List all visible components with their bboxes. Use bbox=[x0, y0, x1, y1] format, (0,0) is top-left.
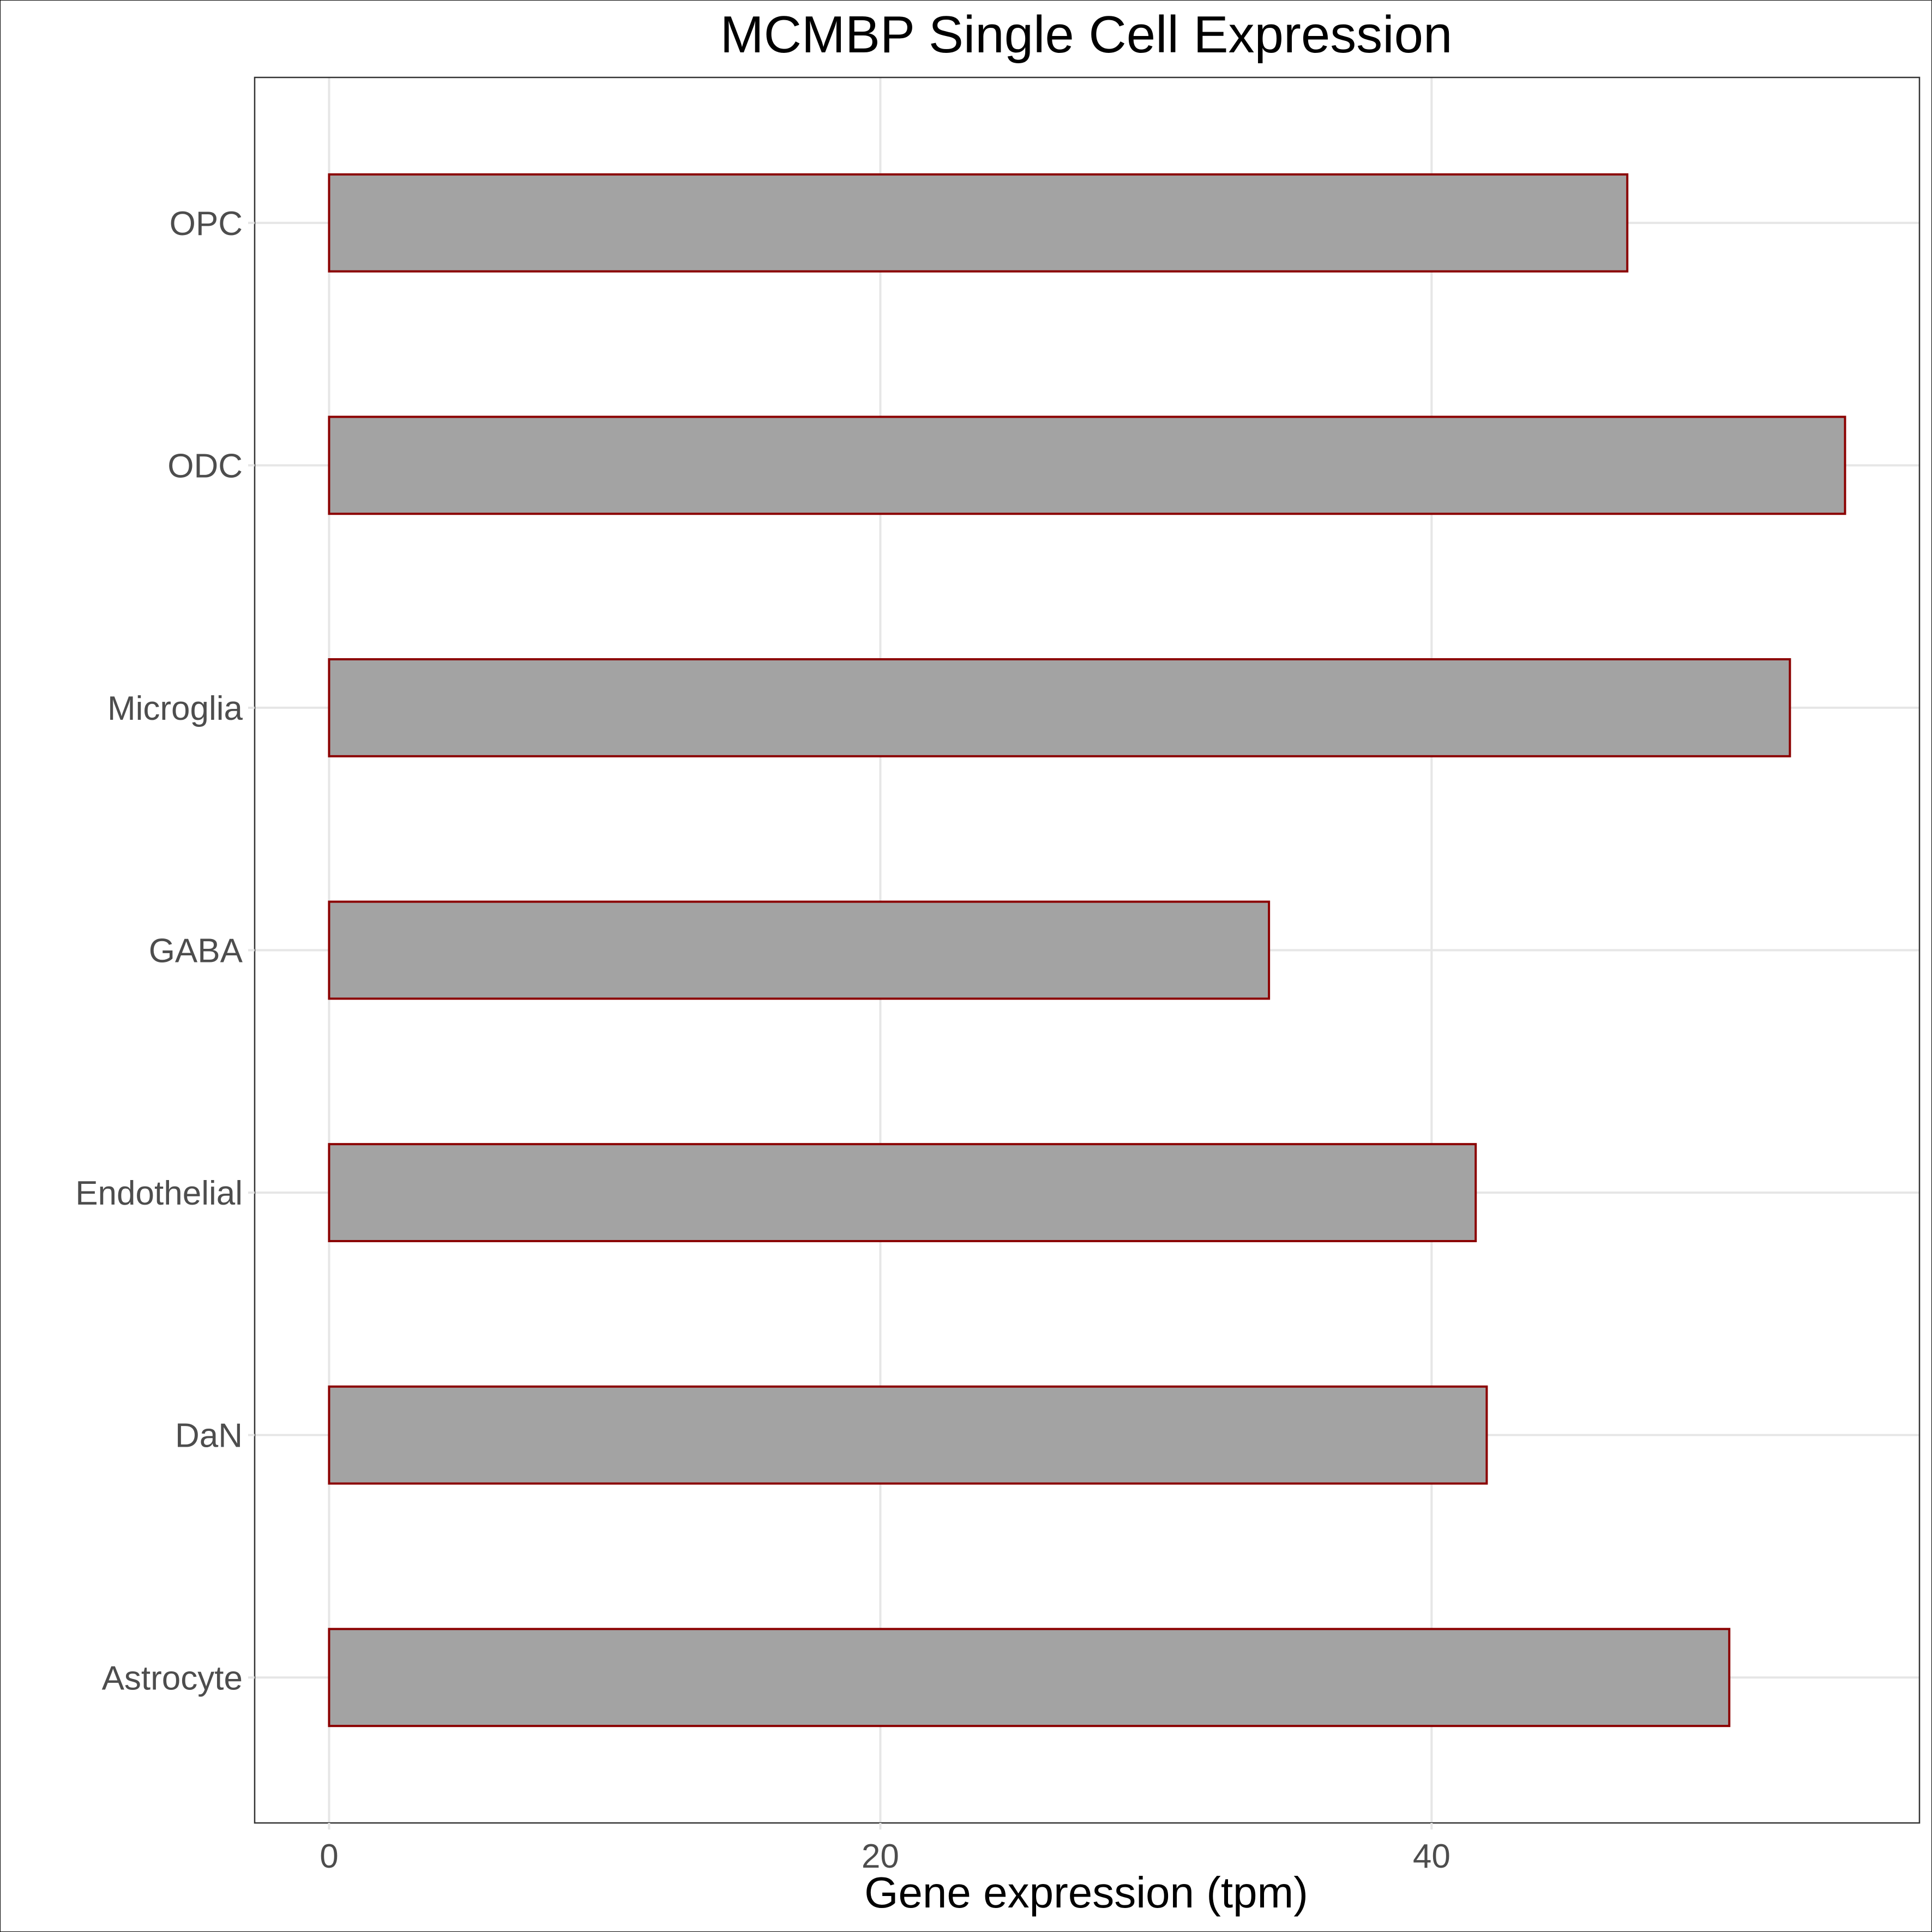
bar-endothelial bbox=[328, 1143, 1477, 1243]
y-tick-label: GABA bbox=[149, 932, 243, 970]
bar-odc bbox=[328, 416, 1846, 515]
bar-dan bbox=[328, 1385, 1488, 1485]
bar-gaba bbox=[328, 900, 1271, 1000]
y-tick-label: Endothelial bbox=[75, 1175, 243, 1212]
x-axis-title: Gene expression (tpm) bbox=[864, 1868, 1308, 1917]
bar-astrocyte bbox=[328, 1628, 1731, 1728]
bar-opc bbox=[328, 173, 1629, 273]
x-tick-label: 20 bbox=[862, 1838, 899, 1875]
bar-layer bbox=[328, 173, 1846, 1728]
y-tick-label: DaN bbox=[175, 1417, 243, 1455]
x-tick-label: 0 bbox=[320, 1838, 338, 1875]
y-tick-label: ODC bbox=[167, 447, 243, 485]
y-tick-label: OPC bbox=[170, 205, 243, 243]
y-axis: Astrocyte DaN Endothelial GABA Microglia ODC O… bbox=[75, 205, 255, 1697]
y-tick-label: Astrocyte bbox=[102, 1659, 243, 1697]
chart-title: MCMBP Single Cell Expression bbox=[720, 5, 1453, 64]
x-tick-label: 40 bbox=[1413, 1838, 1450, 1875]
x-axis: 0 20 40 bbox=[320, 1823, 1450, 1875]
y-tick-label: Microglia bbox=[107, 690, 243, 727]
bar-microglia bbox=[328, 658, 1791, 757]
